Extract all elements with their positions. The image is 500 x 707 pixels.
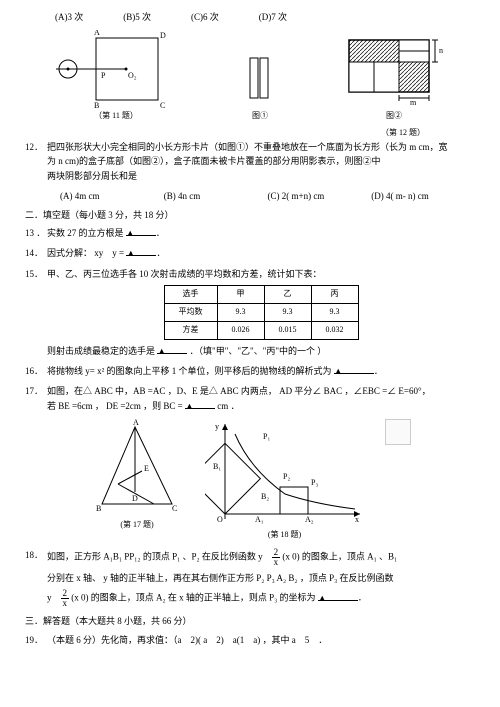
svg-text:B₂: B₂	[261, 492, 269, 501]
opt-d: (D)7 次	[259, 10, 287, 24]
blank-16: ▲	[334, 364, 374, 374]
svg-text:m: m	[410, 98, 417, 107]
fig-12-right: m n 图②	[344, 35, 444, 123]
placeholder-box	[385, 419, 411, 445]
svg-text:A₂: A₂	[305, 515, 314, 524]
svg-text:B: B	[94, 101, 99, 110]
figure-row-11-12: A D B C P O₂ （第 11 题） 图①	[25, 30, 475, 123]
opt-c: (C)6 次	[191, 10, 219, 24]
opt-b: (B)5 次	[123, 10, 151, 24]
q12-line2: 为 n cm)的盒子底部（如图②），盒子底面未被卡片覆盖的部分用阴影表示，则图②…	[47, 154, 475, 168]
q11-options: (A)3 次 (B)5 次 (C)6 次 (D)7 次	[55, 10, 475, 24]
blank-14: ▲	[126, 246, 156, 256]
svg-text:B₁: B₁	[213, 462, 221, 471]
svg-text:C: C	[172, 504, 177, 513]
fig-11: A D B C P O₂ （第 11 题）	[56, 30, 176, 123]
fig2-label: 图②	[344, 110, 444, 123]
svg-text:O₂: O₂	[128, 71, 137, 80]
section-3: 三．解答题（本大题共 8 小题，共 66 分）	[25, 614, 475, 628]
svg-text:E: E	[144, 464, 149, 473]
q19: 19． （本题 6 分）先化简，再求值：（a 2)( a 2) a(1 a) ，…	[25, 633, 475, 647]
blank-15: ▲	[157, 344, 187, 354]
svg-text:B: B	[96, 504, 101, 513]
q14: 14． 因式分解： xy y = ▲．	[25, 246, 475, 260]
svg-text:A₁: A₁	[255, 515, 264, 524]
svg-text:O: O	[217, 515, 223, 524]
blank-13: ▲	[126, 226, 156, 236]
fig-18: O x y B₁ B₂ A₁ A₂ P₁ P₂ P₃ (第 18 题)	[205, 419, 365, 542]
q16: 16． 将抛物线 y= x² 的图象向上平移 1 个单位，则平移后的抛物线的解析…	[25, 364, 475, 378]
fraction: 2x	[272, 548, 281, 567]
fig18-caption: (第 18 题)	[205, 529, 365, 542]
svg-text:A: A	[94, 30, 100, 37]
svg-text:D: D	[160, 31, 166, 40]
svg-text:P₃: P₃	[311, 478, 318, 487]
q12-line1: 把四张形状大小完全相同的小长方形卡片（如图①）不重叠地放在一个底面为长方形（长为…	[47, 140, 475, 154]
section-2: 二．填空题（每小题 3 分，共 18 分）	[25, 208, 475, 222]
fig-17: A B C D E (第 17 题)	[90, 419, 185, 542]
q13: 13 ． 实数 27 的立方根是 ▲．	[25, 226, 475, 240]
q17: 17． 如图，在△ ABC 中，AB =AC ，D、E 是△ ABC 内两点， …	[25, 384, 475, 413]
svg-text:P: P	[101, 71, 106, 80]
svg-text:P₁: P₁	[263, 432, 270, 441]
figure-row-17-18: A B C D E (第 17 题) O x y B₁ B₂ A₁ A₂ P₁ …	[25, 419, 475, 542]
q12-options: (A) 4m cm (B) 4n cm (C) 2( m+n) cm (D) 4…	[60, 189, 475, 203]
fig1-label: 图①	[246, 110, 274, 123]
q12-c: (C) 2( m+n) cm	[268, 189, 372, 203]
svg-text:D: D	[132, 494, 138, 503]
stats-table: 选手甲乙丙 平均数9.39.39.3 方差0.0260.0150.032	[164, 285, 359, 339]
svg-text:n: n	[439, 46, 443, 55]
svg-text:y: y	[215, 422, 219, 431]
svg-text:P₂: P₂	[283, 472, 290, 481]
q12-d: (D) 4( m- n) cm	[371, 189, 475, 203]
opt-a: (A)3 次	[55, 10, 83, 24]
q15: 15． 甲、乙、丙三位选手各 10 次射击成绩的平均数和方差，统计如下表： 选手…	[25, 267, 475, 358]
fig12-caption: （第 12 题）	[25, 127, 425, 140]
q12-a: (A) 4m cm	[60, 189, 164, 203]
q12: 12． 把四张形状大小完全相同的小长方形卡片（如图①）不重叠地放在一个底面为长方…	[25, 140, 475, 183]
svg-text:A: A	[133, 419, 139, 427]
svg-text:C: C	[160, 101, 165, 110]
blank-17: ▲	[185, 399, 215, 409]
fig11-caption: （第 11 题）	[56, 110, 176, 123]
fig17-caption: (第 17 题)	[90, 519, 185, 532]
q12-b: (B) 4n cm	[164, 189, 268, 203]
q12-line3: 两块阴影部分周长和是	[47, 169, 475, 183]
fig-12-left: 图①	[246, 50, 274, 123]
q12-num: 12．	[25, 140, 47, 183]
svg-text:x: x	[355, 515, 359, 524]
q18: 18． 如图，正方形 A₁B₁ PP₁₂ 的顶点 P₁ 、P₂ 在反比例函数 y…	[25, 548, 475, 608]
blank-18: ▲	[318, 591, 358, 601]
